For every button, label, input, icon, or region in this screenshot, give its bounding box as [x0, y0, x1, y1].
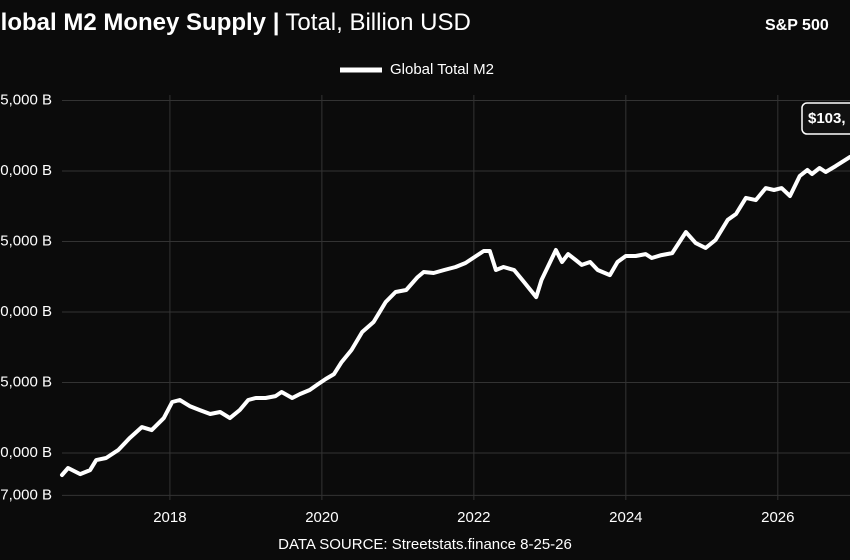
y-tick-label: 95,000 B	[0, 232, 52, 249]
x-tick-label: 2022	[457, 509, 490, 526]
x-tick-label: 2024	[609, 509, 642, 526]
y-tick-label: 100,000 B	[0, 162, 52, 179]
y-tick-label: 90,000 B	[0, 303, 52, 320]
plot-area: 77,000 B 80,000 B 85,000 B 90,000 B 95,000 B…	[0, 61, 850, 526]
data-source: DATA SOURCE: Streetstats.finance 8-25-26	[278, 536, 572, 553]
chart-subtitle: Total, Billion USD	[285, 9, 470, 36]
x-tick-label: 2020	[305, 509, 338, 526]
y-tick-label: 77,000 B	[0, 486, 52, 503]
x-tick-label: 2018	[153, 509, 186, 526]
x-tick-label: 2026	[761, 509, 794, 526]
chart-title-group: Global M2 Money Supply | Total, Billion U…	[0, 9, 471, 36]
chart-title: Global M2 Money Supply |	[0, 9, 279, 36]
y-tick-label: 80,000 B	[0, 444, 52, 461]
tooltip-label: $103,	[808, 110, 846, 127]
data-line	[60, 155, 850, 477]
legend-label: Global Total M2	[390, 61, 494, 78]
tooltip-box	[801, 102, 850, 135]
y-tick-label: 85,000 B	[0, 374, 52, 391]
sp500-button[interactable]: S&P 500	[765, 17, 829, 34]
tooltip: $103,	[801, 102, 850, 135]
y-tick-label: 105,000 B	[0, 91, 52, 108]
